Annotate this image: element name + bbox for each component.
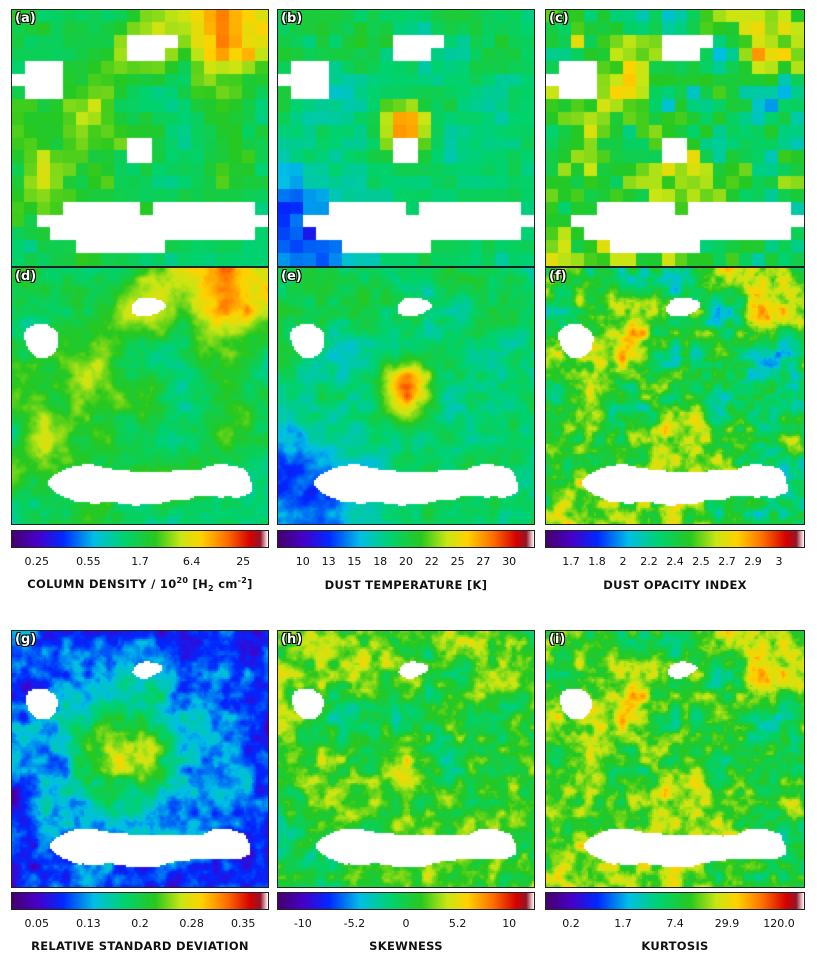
heatmap-canvas-c (546, 10, 804, 266)
colorbar-column-density (11, 530, 269, 548)
colorbar-tick-label: 0.13 (76, 917, 101, 930)
heatmap-canvas-e (278, 268, 534, 524)
colorbar-tick-label: 0.05 (24, 917, 50, 930)
colorbar-tick-label: 1.7 (131, 555, 149, 568)
colorbar-tick-label: 2.4 (666, 555, 684, 568)
colorbar-tick-label: -5.2 (343, 917, 366, 930)
map-panel-f: (f) (545, 267, 805, 525)
map-panel-b: (b) (277, 9, 535, 267)
map-panel-d: (d) (11, 267, 269, 525)
colorbar-tick-label: 30 (502, 555, 517, 568)
colorbar-title-column-density: COLUMN DENSITY / 1020 [H2 cm-2] (11, 576, 269, 593)
map-panel-c: (c) (545, 9, 805, 267)
panel-label-g: (g) (15, 632, 37, 647)
colorbar-tick-label: 22 (424, 555, 439, 568)
colorbar-tick-label: 6.4 (182, 555, 201, 568)
colorbar-tick-label: 20 (399, 555, 413, 568)
panel-label-f: (f) (549, 269, 567, 284)
panel-label-b: (b) (281, 11, 303, 26)
colorbar-tick-label: 0 (402, 917, 410, 930)
title-part: [H (188, 576, 209, 591)
title-part: COLUMN DENSITY / 10 (27, 576, 177, 591)
panel-label-a: (a) (15, 11, 36, 26)
colorbar-tick-label: 13 (321, 555, 336, 568)
colorbar-tick-label: 25 (236, 555, 251, 568)
colorbar-tick-label: 2.2 (640, 555, 658, 568)
colorbar-tick-label: 7.4 (666, 917, 684, 930)
colorbar-tick-label: 1.8 (588, 555, 606, 568)
colorbar-tick-label: 0.35 (230, 917, 256, 930)
colorbar-tick-label: 5.2 (448, 917, 467, 930)
colorbar-title-dust-opacity-index: DUST OPACITY INDEX (603, 578, 747, 592)
panel-label-e: (e) (281, 269, 302, 284)
colorbar-tick-label: 0.2 (131, 917, 149, 930)
colorbar-tick-label: -10 (293, 917, 312, 930)
colorbar-tick-label: 120.0 (763, 917, 795, 930)
map-panel-i: (i) (545, 630, 805, 888)
colorbar-kurtosis (545, 892, 805, 910)
heatmap-canvas-g (12, 631, 268, 887)
map-panel-h: (h) (277, 630, 535, 888)
colorbar-dust-opacity-index (545, 530, 805, 548)
colorbar-tick-label: 29.9 (714, 917, 740, 930)
colorbar-tick-label: 1.7 (614, 917, 632, 930)
colorbar-skewness (277, 892, 535, 910)
colorbar-relative-standard-deviation (11, 892, 269, 910)
colorbar-tick-label: 2.5 (692, 555, 710, 568)
title-part: ] (247, 576, 253, 591)
colorbar-tick-label: 2.9 (744, 555, 762, 568)
colorbar-title-kurtosis: KURTOSIS (641, 939, 709, 953)
colorbar-tick-label: 18 (373, 555, 388, 568)
title-part: 20 (176, 576, 189, 585)
colorbar-tick-label: 2.7 (718, 555, 736, 568)
panel-label-h: (h) (281, 632, 303, 647)
colorbar-tick-label: 3 (775, 555, 783, 568)
colorbar-tick-label: 0.25 (24, 555, 50, 568)
panel-label-i: (i) (549, 632, 566, 647)
colorbar-title-relative-standard-deviation: RELATIVE STANDARD DEVIATION (31, 939, 249, 953)
colorbar-title-skewness: SKEWNESS (369, 939, 443, 953)
colorbar-tick-label: 25 (450, 555, 465, 568)
heatmap-canvas-i (546, 631, 804, 887)
colorbar-tick-label: 10 (295, 555, 310, 568)
colorbar-tick-label: 0.2 (562, 917, 580, 930)
heatmap-canvas-a (12, 10, 268, 266)
map-panel-a: (a) (11, 9, 269, 267)
heatmap-canvas-f (546, 268, 804, 524)
colorbar-tick-label: 2 (619, 555, 627, 568)
heatmap-canvas-b (278, 10, 534, 266)
colorbar-tick-label: 15 (347, 555, 362, 568)
panel-label-c: (c) (549, 11, 569, 26)
title-part: 2 (208, 584, 214, 594)
panel-label-d: (d) (15, 269, 37, 284)
colorbar-title-dust-temperature: DUST TEMPERATURE [K] (324, 578, 488, 592)
colorbar-tick-label: 0.28 (179, 917, 204, 930)
colorbar-tick-label: 27 (476, 555, 491, 568)
colorbar-dust-temperature (277, 530, 535, 548)
heatmap-canvas-d (12, 268, 268, 524)
heatmap-canvas-h (278, 631, 534, 887)
colorbar-tick-label: 1.7 (562, 555, 580, 568)
map-panel-e: (e) (277, 267, 535, 525)
title-part: cm (213, 576, 238, 591)
colorbar-tick-label: 0.55 (76, 555, 101, 568)
title-part: -2 (237, 576, 248, 585)
map-panel-g: (g) (11, 630, 269, 888)
colorbar-tick-label: 10 (502, 917, 517, 930)
